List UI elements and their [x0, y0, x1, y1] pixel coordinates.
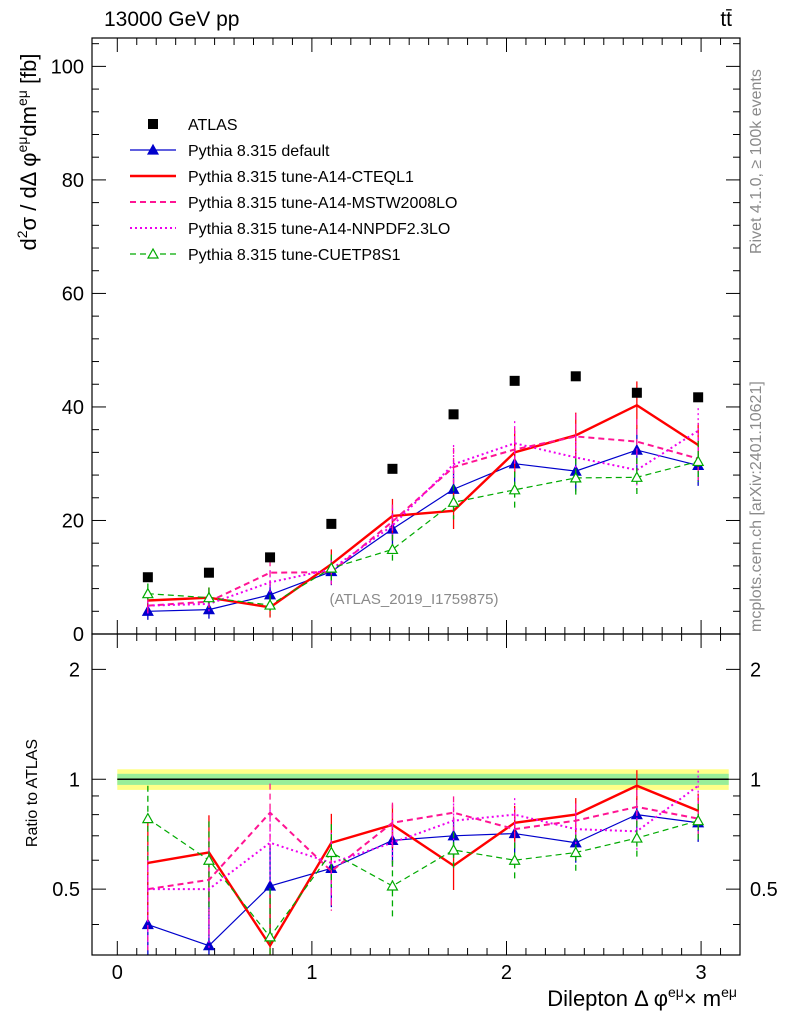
series-line-4 [147, 460, 699, 606]
series-marker [264, 598, 277, 610]
series-line-1 [147, 403, 699, 609]
process-label: tt̄ [720, 8, 732, 31]
series-marker [141, 812, 154, 824]
x-tick-label: 3 [696, 962, 707, 984]
ratio-y-axis-label: Ratio to ATLAS [24, 739, 41, 847]
header-label: 13000 GeV pp [104, 8, 239, 31]
data-point [509, 375, 520, 386]
legend-marker-0 [146, 143, 160, 155]
mcplots-label: mcplots.cern.ch [arXiv:2401.10621] [748, 381, 765, 632]
ratio-line-1 [147, 784, 699, 948]
series-marker [202, 939, 215, 951]
ratio-line-4 [147, 818, 699, 938]
rivet-label: Rivet 4.1.0, ≥ 100k events [748, 69, 765, 254]
ratio-y-tick-label-right: 1 [750, 769, 761, 791]
data-point [326, 518, 337, 529]
series-line-2 [147, 435, 699, 607]
series-marker [325, 846, 338, 858]
x-tick-label: 1 [306, 962, 317, 984]
series-marker [447, 843, 460, 855]
series-marker [569, 846, 582, 858]
legend-label-2: Pythia 8.315 tune-A14-MSTW2008LO [188, 195, 457, 212]
data-point [570, 371, 581, 382]
legend-marker-4 [146, 247, 160, 259]
series-marker [630, 831, 643, 843]
series-marker [202, 603, 215, 615]
legend-label-atlas: ATLAS [188, 117, 238, 134]
x-axis-label: Dilepton Δ φeμ× meμ [547, 984, 737, 1011]
ratio-line-2 [147, 805, 699, 891]
data-point [448, 409, 459, 420]
analysis-watermark: (ATLAS_2019_I1759875) [329, 591, 498, 608]
y-tick-label: 40 [62, 397, 84, 419]
ratio-line-0 [147, 814, 699, 947]
series-marker [141, 587, 154, 599]
series-marker [508, 483, 521, 495]
ratio-frame [91, 633, 741, 956]
data-point [142, 572, 153, 583]
ratio-y-tick-label: 2 [69, 659, 80, 681]
y-tick-label: 0 [73, 624, 84, 646]
ratio-y-tick-label-right: 0.5 [750, 879, 778, 901]
ratio-panel: 0 1 2 3 0.5 0.5 1 1 2 2 [52, 633, 778, 984]
series-marker [325, 561, 338, 573]
data-point [203, 567, 214, 578]
x-tick-label: 0 [112, 962, 123, 984]
series-marker [202, 853, 215, 865]
legend-label-0: Pythia 8.315 default [188, 143, 330, 160]
series-marker [569, 471, 582, 483]
series-marker [386, 879, 399, 891]
ratio-y-tick-label: 1 [69, 769, 80, 791]
data-point [631, 387, 642, 398]
data-point [693, 392, 704, 403]
series-marker [630, 471, 643, 482]
data-point [265, 552, 276, 563]
ratio-y-tick-label: 0.5 [52, 879, 80, 901]
series-marker [692, 814, 705, 826]
data-point [387, 463, 398, 474]
legend-label-4: Pythia 8.315 tune-CUETP8S1 [188, 247, 401, 264]
series-line-0 [147, 449, 699, 612]
series-marker [386, 543, 399, 555]
ratio-line-3 [147, 784, 699, 891]
series-line-3 [147, 429, 699, 607]
y-tick-label: 60 [62, 283, 84, 305]
y-tick-label: 80 [62, 170, 84, 192]
series-marker [447, 496, 460, 507]
series-marker [508, 853, 521, 865]
y-tick-label: 20 [62, 510, 84, 532]
main-y-axis-label: d2σ / dΔ φeμdmeμ [fb] [14, 53, 41, 250]
legend-label-3: Pythia 8.315 tune-A14-NNPDF2.3LO [188, 221, 450, 238]
legend-label-1: Pythia 8.315 tune-A14-CTEQL1 [188, 169, 414, 186]
x-tick-label: 2 [501, 962, 512, 984]
series-marker [202, 591, 215, 603]
y-tick-label: 100 [51, 56, 84, 78]
main-panel: 0 20 40 60 80 100 [51, 37, 741, 955]
legend: ATLAS Pythia 8.315 default Pythia 8.315 tu… [130, 117, 457, 264]
ratio-y-tick-label-right: 2 [750, 659, 761, 681]
series-marker [264, 930, 277, 942]
series-marker [692, 455, 705, 467]
legend-marker-atlas [148, 119, 158, 129]
